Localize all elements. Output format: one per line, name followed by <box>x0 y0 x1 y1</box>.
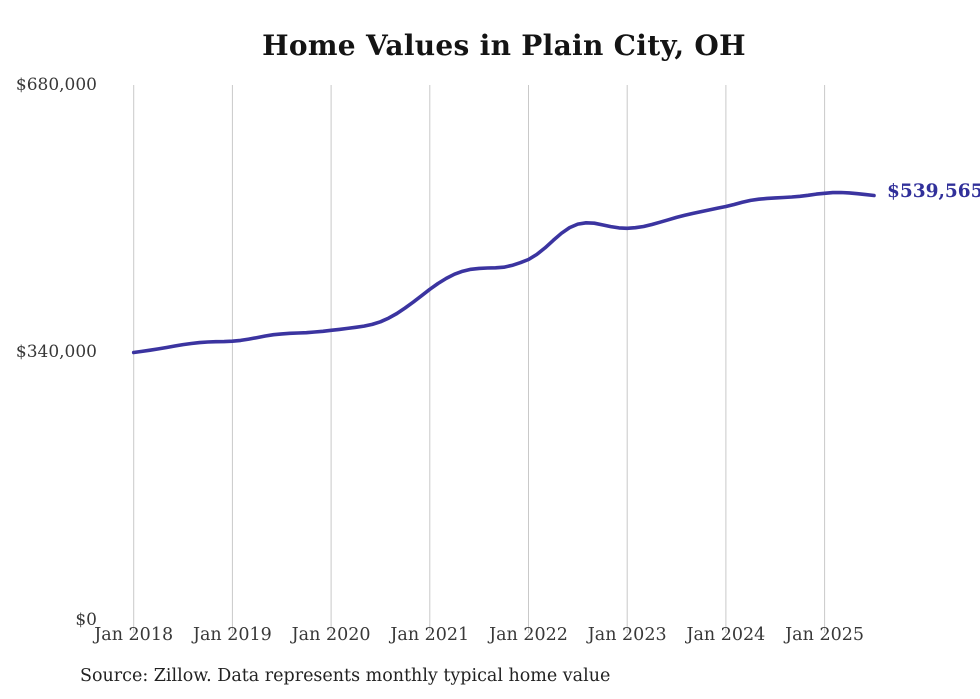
x-tick-label-2019: Jan 2019 <box>192 625 272 645</box>
chart-title: Home Values in Plain City, OH <box>262 29 746 62</box>
x-tick-label-2020: Jan 2020 <box>291 625 371 645</box>
x-tick-label-2024: Jan 2024 <box>686 625 766 645</box>
y-axis-tick-label-340000: $340,000 <box>15 342 97 362</box>
x-tick-label-2018: Jan 2018 <box>94 625 174 645</box>
y-axis-tick-label-0: $0 <box>75 610 97 630</box>
x-tick-label-2025: Jan 2025 <box>785 625 864 645</box>
latest-value-label: $539,565 <box>887 181 980 202</box>
source-note: Source: Zillow. Data represents monthly … <box>80 666 611 686</box>
x-tick-label-2021: Jan 2021 <box>390 625 470 645</box>
x-tick-label-2023: Jan 2023 <box>587 625 667 645</box>
home-value-line <box>131 190 876 355</box>
y-axis-tick-label-680000: $680,000 <box>15 75 97 95</box>
year-gridlines <box>133 85 826 633</box>
x-tick-label-2022: Jan 2022 <box>489 625 568 645</box>
